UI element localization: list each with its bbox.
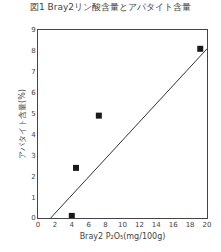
svg-text:7: 7 <box>31 68 35 76</box>
svg-text:4: 4 <box>31 131 36 139</box>
svg-text:10: 10 <box>118 221 127 229</box>
svg-text:5: 5 <box>31 110 35 118</box>
svg-text:12: 12 <box>135 221 144 229</box>
svg-text:4: 4 <box>70 221 75 229</box>
svg-text:1: 1 <box>31 194 35 202</box>
svg-text:2: 2 <box>31 173 35 181</box>
svg-text:14: 14 <box>152 221 161 229</box>
svg-text:8: 8 <box>31 47 35 55</box>
svg-text:図1 Bray2リン酸含量とアパタイト含量: 図1 Bray2リン酸含量とアパタイト含量 <box>30 2 191 12</box>
svg-text:16: 16 <box>169 221 178 229</box>
svg-text:9: 9 <box>31 26 35 34</box>
svg-text:3: 3 <box>31 152 35 160</box>
svg-text:6: 6 <box>31 89 36 97</box>
svg-text:20: 20 <box>203 221 212 229</box>
svg-text:8: 8 <box>103 221 107 229</box>
svg-text:6: 6 <box>86 221 91 229</box>
svg-text:0: 0 <box>31 214 35 222</box>
svg-text:アパタイト含量(%): アパタイト含量(%) <box>18 89 27 159</box>
svg-text:2: 2 <box>53 221 57 229</box>
svg-text:Bray2 P₂O₅(mg/100g): Bray2 P₂O₅(mg/100g) <box>80 232 166 241</box>
svg-text:0: 0 <box>36 221 40 229</box>
svg-text:18: 18 <box>186 221 195 229</box>
